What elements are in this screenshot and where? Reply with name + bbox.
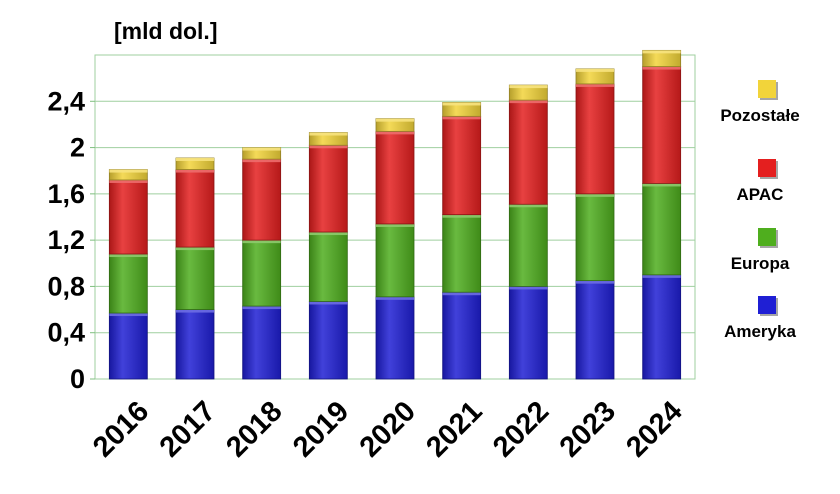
- bar-europa-2018: [242, 239, 282, 307]
- bar-ameryka-2017: [175, 309, 215, 380]
- bar-stacks: [108, 49, 682, 380]
- bar-apac-2018: [242, 158, 282, 241]
- bar-ameryka-2016: [108, 312, 148, 380]
- bar-europa-2017: [175, 246, 215, 310]
- bar-apac-2020: [375, 130, 415, 225]
- bar-ameryka-2022: [508, 286, 548, 380]
- y-tick-label: 0,8: [47, 271, 85, 301]
- bar-ameryka-2019: [308, 301, 348, 380]
- bar-highlight: [442, 102, 481, 106]
- bar-apac-2021: [442, 115, 482, 216]
- bar-highlight: [309, 145, 348, 149]
- bar-apac-2023: [575, 83, 615, 195]
- bar-apac-2016: [108, 179, 148, 255]
- bar-europa-2023: [575, 193, 615, 282]
- bar-highlight: [109, 254, 148, 258]
- x-tick-label: 2016: [87, 395, 155, 463]
- bar-highlight: [109, 179, 148, 183]
- legend-item-ameryka: Ameryka: [700, 296, 820, 356]
- y-tick-label: 1,2: [47, 225, 85, 255]
- bar-highlight: [442, 214, 481, 218]
- y-tick-label: 0,4: [47, 318, 85, 348]
- bar-highlight: [642, 50, 681, 54]
- legend-swatch-pozostale: [758, 80, 776, 98]
- bar-highlight: [509, 204, 548, 208]
- bar-highlight: [309, 132, 348, 136]
- y-tick-label: 2,4: [47, 86, 85, 116]
- bar-highlight: [576, 280, 614, 284]
- legend-item-apac: APAC: [700, 159, 820, 219]
- y-axis-ticks: 0 0,4 0,8 1,2 1,6 2 2,4: [47, 86, 85, 394]
- bar-highlight: [642, 274, 681, 278]
- bar-highlight: [109, 169, 148, 173]
- bar-highlight: [509, 85, 548, 89]
- bar-highlight: [176, 157, 214, 161]
- bar-ameryka-2021: [442, 291, 482, 380]
- bar-apac-2017: [175, 169, 215, 248]
- x-tick-label: 2024: [620, 395, 688, 463]
- legend-item-pozostale: Pozostałe: [700, 80, 820, 140]
- legend-swatch-apac: [758, 159, 776, 177]
- x-tick-label: 2017: [154, 395, 222, 463]
- bar-apac-2024: [642, 66, 682, 184]
- legend-label-apac: APAC: [736, 185, 784, 204]
- x-tick-label: 2019: [287, 395, 355, 463]
- bar-highlight: [309, 301, 348, 305]
- bar-europa-2020: [375, 223, 415, 298]
- legend-label-europa: Europa: [730, 254, 790, 273]
- bar-highlight: [176, 169, 214, 173]
- bar-highlight: [242, 147, 281, 151]
- x-tick-label: 2021: [420, 395, 488, 463]
- bar-highlight: [109, 313, 148, 317]
- bar-highlight: [242, 240, 281, 244]
- bar-highlight: [176, 309, 214, 313]
- bar-ameryka-2018: [242, 305, 282, 380]
- bar-apac-2022: [508, 99, 548, 205]
- bar-highlight: [376, 118, 414, 122]
- bar-highlight: [176, 247, 214, 251]
- bar-highlight: [376, 296, 414, 300]
- bar-highlight: [642, 183, 681, 187]
- bar-highlight: [242, 306, 281, 310]
- bar-europa-2021: [442, 214, 482, 293]
- bar-europa-2019: [308, 231, 348, 302]
- bar-highlight: [509, 286, 548, 290]
- x-tick-label: 2022: [487, 395, 555, 463]
- bar-highlight: [376, 223, 414, 227]
- bar-highlight: [309, 232, 348, 236]
- bar-highlight: [242, 159, 281, 163]
- legend-item-europa: Europa: [700, 228, 820, 288]
- bar-highlight: [576, 83, 614, 87]
- x-tick-label: 2018: [220, 395, 288, 463]
- bar-highlight: [442, 292, 481, 296]
- bar-europa-2016: [108, 253, 148, 314]
- legend-label-ameryka: Ameryka: [724, 322, 796, 341]
- y-unit-label: [mld dol.]: [114, 18, 218, 44]
- bar-europa-2024: [642, 183, 682, 276]
- x-tick-label: 2023: [554, 395, 622, 463]
- y-tick-label: 1,6: [47, 179, 85, 209]
- legend-label-pozostale: Pozostałe: [720, 106, 800, 125]
- bar-europa-2022: [508, 203, 548, 287]
- bar-highlight: [642, 66, 681, 70]
- legend-swatch-europa: [758, 228, 776, 246]
- bar-highlight: [576, 193, 614, 197]
- bar-highlight: [376, 131, 414, 135]
- bar-highlight: [442, 116, 481, 120]
- bar-ameryka-2020: [375, 296, 415, 380]
- bar-highlight: [576, 68, 614, 72]
- x-tick-label: 2020: [354, 395, 422, 463]
- y-tick-label: 2: [70, 133, 85, 163]
- bar-ameryka-2024: [642, 274, 682, 380]
- bar-ameryka-2023: [575, 280, 615, 380]
- bar-apac-2019: [308, 144, 348, 233]
- bar-highlight: [509, 100, 548, 104]
- y-tick-label: 0: [70, 364, 85, 394]
- legend-swatch-ameryka: [758, 296, 776, 314]
